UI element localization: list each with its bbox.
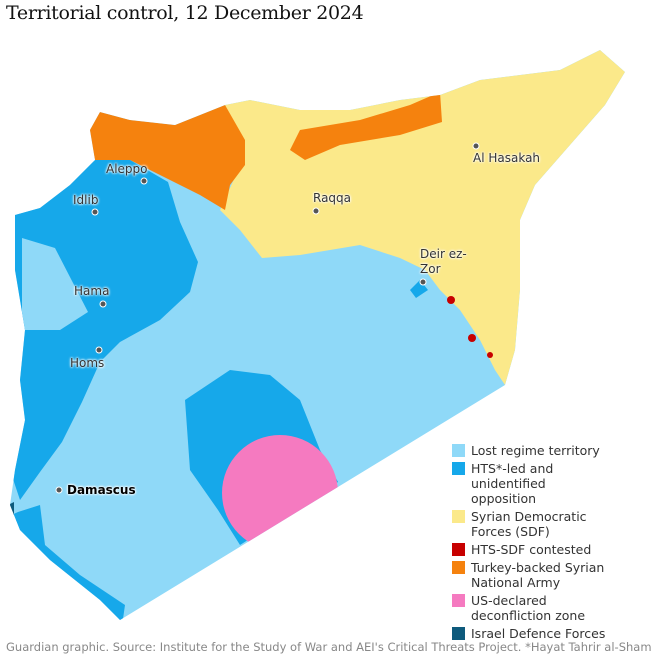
legend-item: Israel Defence Forces [452, 626, 652, 641]
legend-item: Turkey-backed Syrian National Army [452, 560, 652, 590]
city-dot [472, 142, 480, 150]
legend: Lost regime territory HTS*-led and uniden… [452, 443, 652, 644]
map [10, 50, 625, 620]
contested [447, 296, 455, 304]
city-label: Al Hasakah [473, 151, 541, 165]
legend-item: HTS-SDF contested [452, 542, 652, 557]
legend-label: US-declared deconfliction zone [471, 593, 586, 623]
legend-item: Lost regime territory [452, 443, 652, 458]
sna-west [88, 105, 245, 210]
title: Territorial control, 12 December 2024 [6, 2, 364, 24]
city-dot [99, 300, 107, 308]
legend-item: HTS*-led and unidentified opposition [452, 461, 652, 506]
city-label: Raqqa [313, 191, 352, 205]
legend-swatch [452, 444, 465, 457]
sna-east [290, 92, 442, 160]
legend-label: Turkey-backed Syrian National Army [471, 560, 605, 590]
legend-swatch [452, 627, 465, 640]
legend-label: HTS-SDF contested [471, 542, 592, 557]
legend-swatch [452, 543, 465, 556]
city-dot [312, 207, 320, 215]
city-dot [55, 486, 63, 494]
legend-swatch [452, 594, 465, 607]
city-label: Homs [70, 356, 105, 370]
legend-label: Israel Defence Forces [471, 626, 606, 641]
city-dot [140, 177, 148, 185]
contested [468, 334, 476, 342]
city-dot [91, 208, 99, 216]
legend-swatch [452, 510, 465, 523]
legend-label: Syrian Democratic Forces (SDF) [471, 509, 587, 539]
city-dots [55, 142, 480, 494]
city-dot [95, 346, 103, 354]
city-label: Hama [74, 284, 110, 298]
deconfliction-zone [222, 435, 338, 551]
city-label: Idlib [73, 193, 99, 207]
contested [487, 352, 493, 358]
legend-label: Lost regime territory [471, 443, 600, 458]
legend-swatch [452, 561, 465, 574]
city-label: Aleppo [106, 162, 148, 176]
city-label: Damascus [67, 483, 136, 497]
legend-item: US-declared deconfliction zone [452, 593, 652, 623]
hts-west [10, 160, 198, 500]
city-dot [419, 278, 427, 286]
hama-area [22, 238, 88, 330]
city-label: Deir ez-Zor [420, 247, 467, 276]
legend-label: HTS*-led and unidentified opposition [471, 461, 554, 506]
legend-swatch [452, 462, 465, 475]
legend-item: Syrian Democratic Forces (SDF) [452, 509, 652, 539]
source-note: Guardian graphic. Source: Institute for … [6, 640, 652, 654]
